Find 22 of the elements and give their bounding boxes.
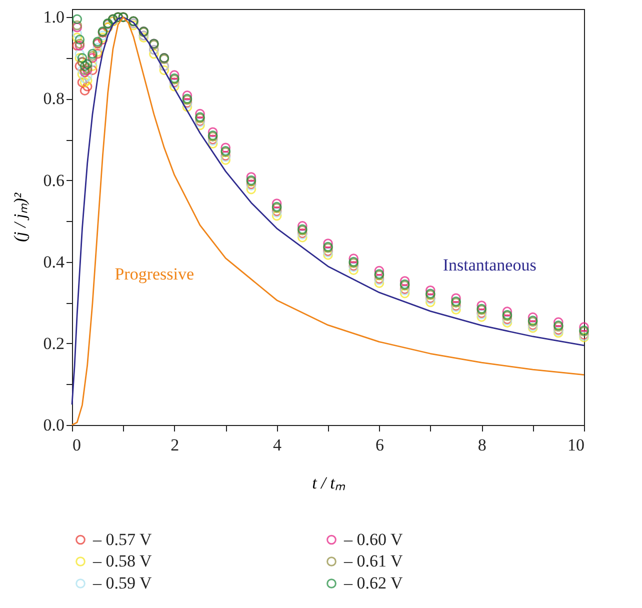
legend-label: – 0.62 V (343, 574, 404, 592)
x-tick-label: 2 (170, 436, 180, 454)
y-tick-label: 0.2 (43, 334, 64, 353)
x-tick-label: 0 (72, 436, 81, 454)
series-label: Progressive (114, 264, 194, 284)
text: Instantaneous (442, 255, 536, 274)
y-tick-label: 1.0 (43, 8, 64, 27)
x-tick-label: 10 (568, 436, 584, 454)
legend-label: – 0.57 V (92, 530, 152, 549)
y-tick-label: 0.4 (43, 252, 65, 272)
y-tick-label: 0.0 (43, 416, 64, 434)
x-tick-label: 8 (478, 436, 486, 454)
x-axis-title: t / tₘ (312, 474, 346, 492)
x-tick-label: 6 (375, 436, 384, 454)
x-tick-label: 4 (273, 436, 282, 454)
legend-label: – 0.61 V (343, 552, 404, 570)
y-tick-label: 0.6 (43, 170, 64, 190)
legend-label: – 0.58 V (92, 552, 152, 570)
legend-label: – 0.60 V (343, 530, 404, 549)
legend-label: – 0.59 V (92, 574, 152, 592)
y-axis-title: (j / jₘ)² (10, 192, 30, 242)
y-tick-label: 0.8 (43, 89, 64, 108)
